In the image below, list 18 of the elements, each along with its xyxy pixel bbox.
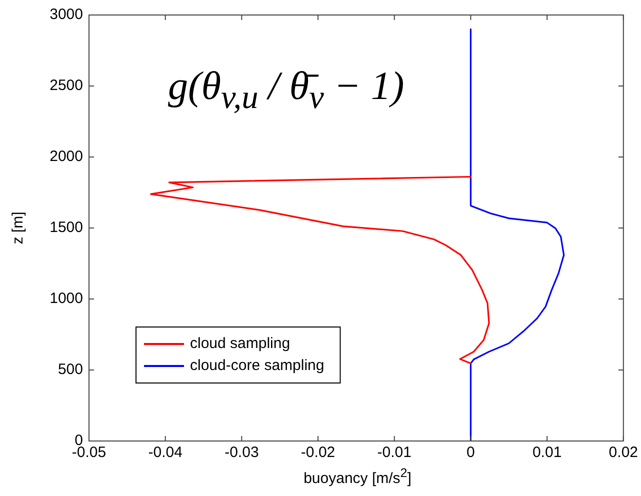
x-tick-label: 0: [466, 444, 475, 462]
y-tick-label: 2000: [50, 148, 83, 166]
x-tick-label: -0.03: [224, 444, 259, 462]
x-tick-label: -0.02: [300, 444, 336, 462]
legend-label: cloud-core sampling: [190, 357, 324, 374]
x-tick-label: -0.04: [148, 444, 182, 462]
y-tick-label: 3000: [50, 6, 83, 24]
legend-label: cloud sampling: [190, 335, 290, 352]
x-tick-label: -0.01: [377, 444, 412, 462]
y-tick-label: 1500: [50, 219, 83, 236]
x-tick-label: 0.01: [532, 444, 562, 462]
y-axis-title: z [m]: [10, 212, 26, 244]
y-tick-label: 2500: [50, 77, 83, 94]
annotation: g(θ$_{v,u}$ / θ̄$_{v}$ − 1): [168, 62, 404, 117]
y-tick-label: 500: [58, 361, 83, 378]
x-axis-title: buoyancy [m/s$^{2}$]: [302, 466, 412, 487]
y-tick-label: 1000: [50, 290, 83, 308]
x-tick-label: 0.02: [608, 444, 638, 462]
